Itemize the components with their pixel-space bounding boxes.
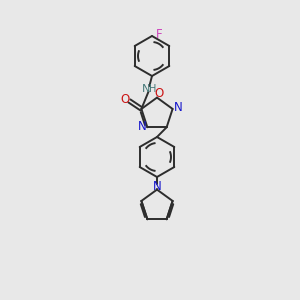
- Text: O: O: [154, 87, 163, 100]
- Text: H: H: [149, 84, 156, 94]
- Text: N: N: [142, 84, 150, 94]
- Text: N: N: [174, 101, 183, 114]
- Text: N: N: [137, 120, 146, 133]
- Text: N: N: [153, 180, 161, 193]
- Text: F: F: [156, 28, 162, 41]
- Text: O: O: [120, 93, 130, 106]
